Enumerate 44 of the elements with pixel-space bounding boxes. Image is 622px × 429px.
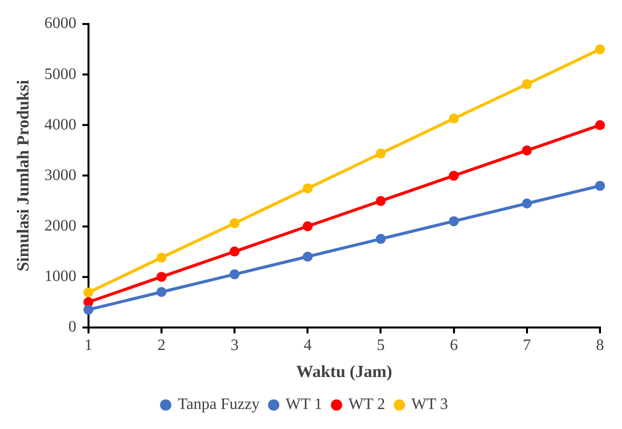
point <box>156 287 166 298</box>
x-tick-label: 5 <box>376 337 385 354</box>
legend-label: WT 3 <box>411 396 448 414</box>
y-tick-label: 2000 <box>44 217 76 234</box>
point <box>522 79 532 90</box>
x-tick-label: 4 <box>304 337 312 354</box>
legend-label: WT 2 <box>348 396 386 414</box>
point <box>302 183 313 194</box>
x-axis-title: Waktu (Jam) <box>296 362 392 382</box>
point <box>376 196 386 206</box>
y-tick-label: 4000 <box>44 116 76 134</box>
x-tick-label: 7 <box>522 337 531 354</box>
point <box>448 170 459 181</box>
point <box>522 198 532 209</box>
point <box>230 269 240 280</box>
y-tick-label: 3000 <box>44 166 76 184</box>
x-tick-label: 2 <box>157 337 166 354</box>
point <box>522 145 532 156</box>
x-tick-label: 3 <box>230 337 239 354</box>
point <box>302 252 313 262</box>
y-tick-label: 1000 <box>44 268 76 286</box>
x-tick-label: 8 <box>596 337 604 354</box>
point <box>376 148 386 158</box>
y-tick-label: 5000 <box>44 66 76 83</box>
point <box>448 114 459 124</box>
point <box>156 252 166 263</box>
point <box>448 216 459 226</box>
point <box>302 221 313 232</box>
point <box>156 272 166 282</box>
point <box>230 218 240 228</box>
point <box>376 234 386 244</box>
point <box>230 246 240 257</box>
point <box>83 304 94 315</box>
x-tick-label: 6 <box>450 337 458 354</box>
legend-label: Tanpa Fuzzy <box>178 396 260 414</box>
point <box>595 120 605 130</box>
point <box>83 288 94 298</box>
point <box>595 44 605 54</box>
legend-label: WT 1 <box>286 396 322 414</box>
y-tick-label: 0 <box>68 318 76 336</box>
y-axis-title: Simulasi Jumlah Produksi <box>14 80 33 272</box>
y-tick-label: 6000 <box>44 15 76 32</box>
point <box>595 180 605 191</box>
x-tick-label: 1 <box>84 337 92 354</box>
